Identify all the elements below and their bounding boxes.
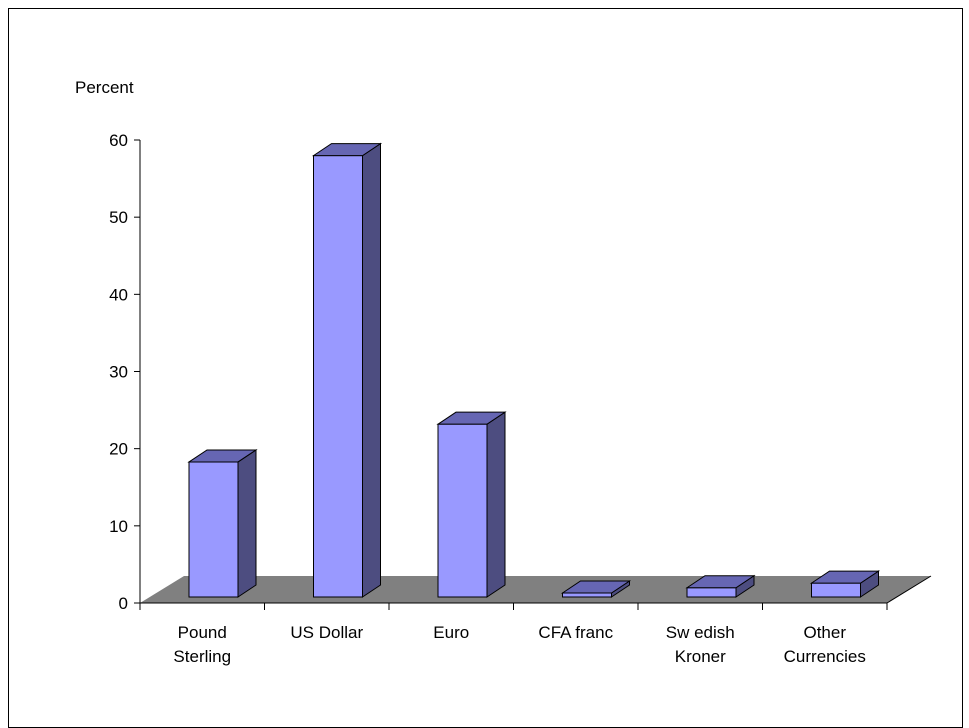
bar — [311, 142, 383, 598]
y-tick-label: 60 — [109, 131, 128, 150]
bar-top — [560, 580, 632, 594]
bar-front — [811, 582, 861, 598]
x-category-label-line: Kroner — [675, 647, 726, 666]
x-axis-depth-line — [886, 575, 932, 604]
y-tick-label: 50 — [109, 208, 128, 227]
y-tick-label: 40 — [109, 285, 128, 304]
x-category-label: US Dollar — [290, 623, 363, 642]
x-category-label-line: Sw edish — [666, 623, 735, 642]
bar — [809, 570, 881, 598]
y-tick-label: 30 — [109, 363, 128, 382]
bar-top — [809, 570, 881, 584]
x-category-label-line: CFA franc — [538, 623, 613, 642]
bar-front — [188, 461, 239, 598]
bar-top — [436, 411, 507, 425]
x-category-label: Other Currencies — [784, 623, 866, 666]
bar-chart: 0 10 20 30 40 50 60 Percent Pound Sterling US Doll… — [75, 78, 932, 666]
bar-top — [685, 575, 756, 589]
bar-side — [486, 411, 506, 598]
y-axis-title: Percent — [75, 78, 134, 97]
bar-front — [437, 423, 488, 598]
bar — [685, 574, 756, 598]
x-category-label-line: Pound — [178, 623, 227, 642]
x-category-label-line: Other — [803, 623, 846, 642]
x-category-label-line: Currencies — [784, 647, 866, 666]
bar-front — [313, 155, 363, 598]
y-tick-label: 10 — [109, 517, 128, 536]
bar-side — [362, 142, 381, 598]
x-category-label: CFA franc — [538, 623, 613, 642]
bar — [187, 449, 258, 598]
x-category-label: Pound Sterling — [173, 623, 231, 666]
x-category-label-line: Sterling — [173, 647, 231, 666]
bar — [436, 411, 507, 598]
x-category-label-line: Euro — [433, 623, 469, 642]
bar-side — [237, 449, 257, 598]
x-category-label: Euro — [433, 623, 469, 642]
y-tick-label: 0 — [119, 594, 128, 613]
bar-top — [311, 143, 383, 157]
bar-top — [187, 449, 258, 463]
x-category-label-line: US Dollar — [290, 623, 363, 642]
bar — [560, 580, 632, 598]
bar-front — [562, 592, 612, 598]
x-category-label: Sw edish Kroner — [666, 623, 735, 666]
y-tick-label: 20 — [109, 440, 128, 459]
bar-front — [686, 587, 737, 598]
